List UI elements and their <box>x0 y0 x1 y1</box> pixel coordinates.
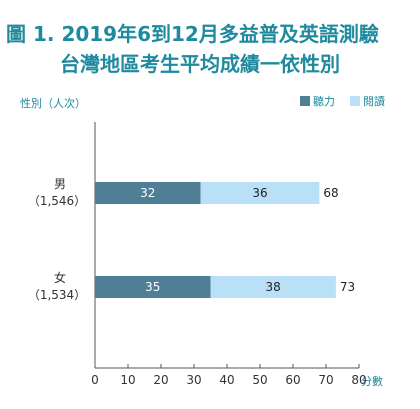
bar-value-label: 38 <box>266 280 281 294</box>
x-axis-label: 分數 <box>361 375 383 388</box>
x-tick-label: 40 <box>219 373 234 387</box>
category-count: （1,546） <box>28 194 86 208</box>
x-tick-label: 0 <box>91 373 99 387</box>
category-count: （1,534） <box>28 288 86 302</box>
legend-label: 聽力 <box>313 95 335 108</box>
x-tick-label: 30 <box>186 373 201 387</box>
bar-segment <box>95 276 211 298</box>
bar-value-label: 35 <box>145 280 160 294</box>
x-tick-label: 50 <box>252 373 267 387</box>
legend-swatch <box>300 96 310 106</box>
bar-total-label: 73 <box>340 280 355 294</box>
chart-title-line1: 圖 1. 2019年6到12月多益普及英語測驗 <box>6 22 379 46</box>
bar-segment <box>200 182 320 204</box>
bar-segment <box>210 276 336 298</box>
bar-value-label: 32 <box>140 186 155 200</box>
bar-total-label: 68 <box>323 186 338 200</box>
legend: 聽力 閱讀 <box>300 94 385 108</box>
bar-segment <box>95 182 201 204</box>
x-tick-label: 80 <box>351 373 366 387</box>
x-tick-label: 10 <box>120 373 135 387</box>
legend-swatch <box>350 96 360 106</box>
bar-value-label: 36 <box>252 186 267 200</box>
x-tick-label: 60 <box>285 373 300 387</box>
plot-area: 0 10 20 30 40 50 60 70 80 男 （1,546） 女 （1,534） 32 36 68 3… <box>28 122 367 387</box>
category-label: 女 <box>54 270 66 285</box>
y-axis-label: 性別（人次） <box>20 96 86 110</box>
x-tick-label: 70 <box>318 373 333 387</box>
legend-label: 閱讀 <box>363 94 385 108</box>
category-label: 男 <box>54 177 66 191</box>
chart-title-line2: 台灣地區考生平均成績一依性別 <box>60 52 340 76</box>
x-tick-label: 20 <box>153 373 168 387</box>
